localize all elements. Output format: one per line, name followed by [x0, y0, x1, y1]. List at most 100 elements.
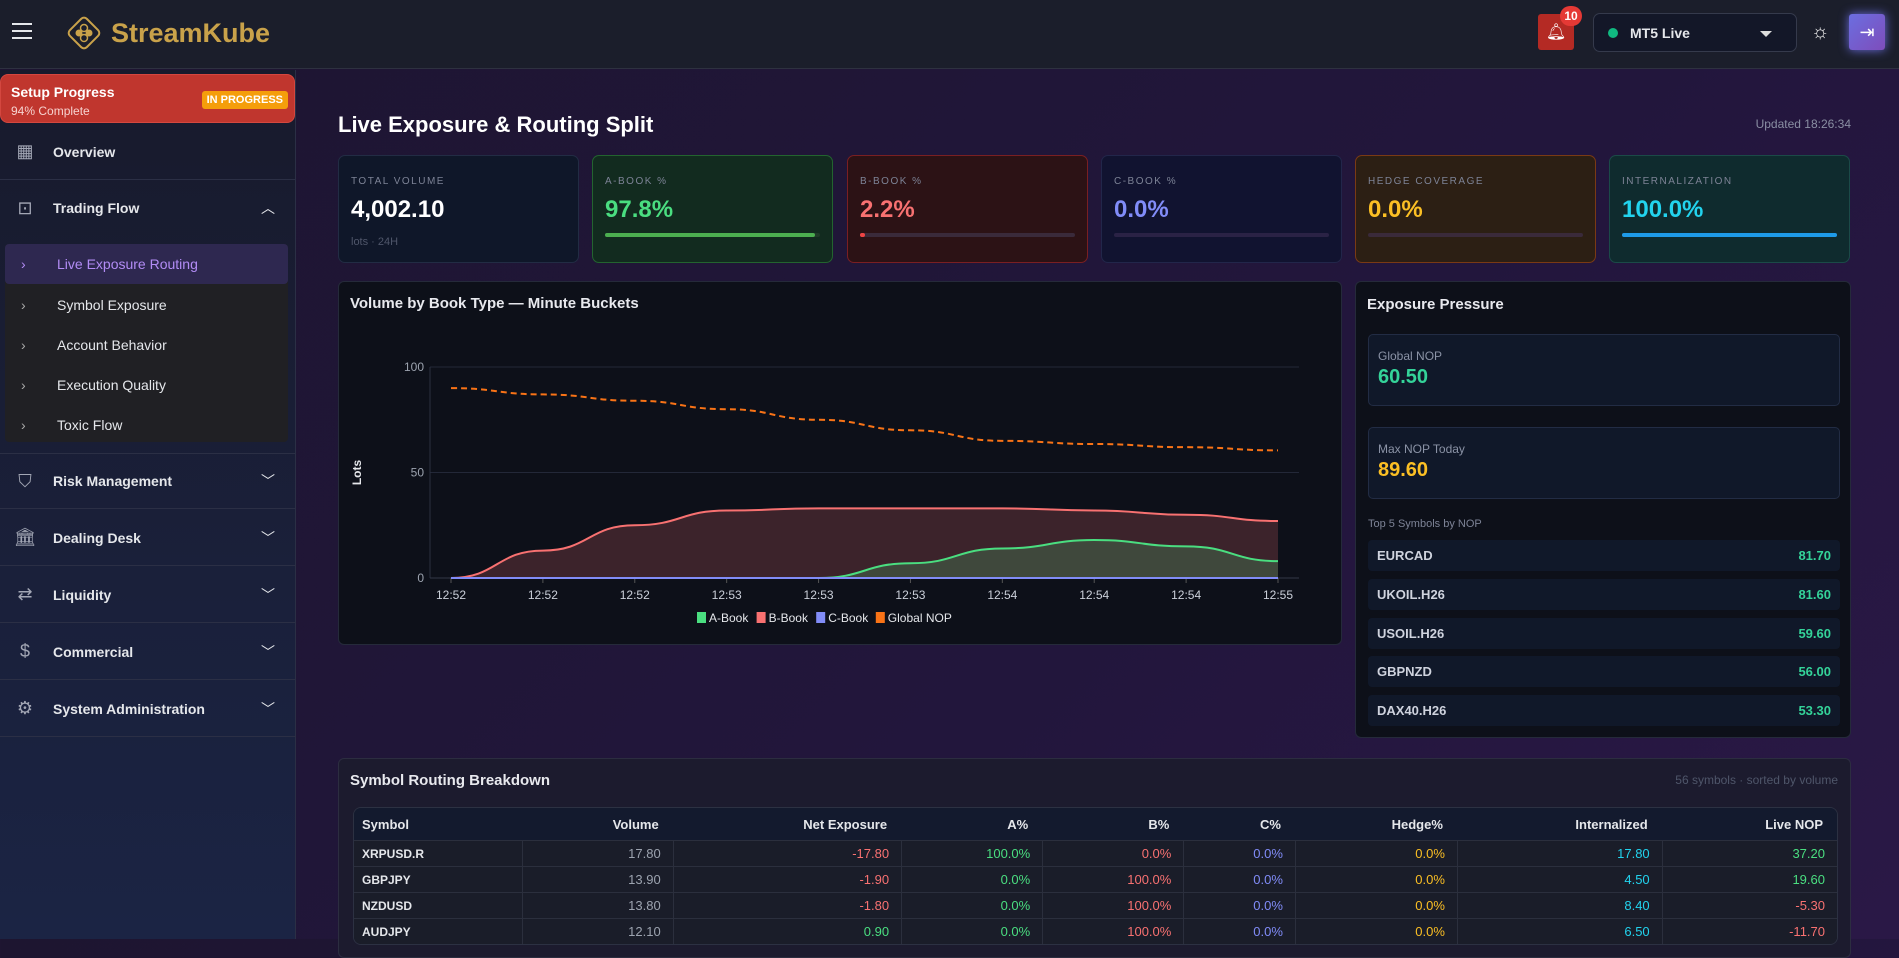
- table-cell: 0.0%: [1183, 840, 1295, 866]
- sidebar-item-overview[interactable]: ▦ Overview: [0, 124, 295, 180]
- kpi-label: HEDGE COVERAGE: [1368, 176, 1485, 187]
- top-symbol-row[interactable]: UKOIL.H26 81.60: [1368, 579, 1840, 610]
- arrows-exchange-icon: ⇄: [17, 584, 33, 604]
- server-select[interactable]: MT5 Live: [1593, 13, 1797, 52]
- top-symbol-row[interactable]: EURCAD 81.70: [1368, 540, 1840, 571]
- kpi-sub: lots · 24H: [351, 236, 399, 248]
- y-tick-label: 50: [411, 466, 425, 480]
- sidebar-item-system-administration[interactable]: ⚙ System Administration ﹀: [0, 681, 295, 737]
- top-symbol-row[interactable]: GBPNZD 56.00: [1368, 656, 1840, 687]
- global-nop-value: 60.50: [1378, 366, 1429, 388]
- data-point: [1001, 547, 1003, 549]
- table-cell: 100.0%: [901, 840, 1043, 866]
- table-cell: 13.90: [521, 866, 673, 892]
- data-point: [1093, 509, 1095, 511]
- volume-chart: 0 50 100 Lots 12:52 12:52 12:52 12:53 12:53 12:53…: [350, 360, 1299, 625]
- x-tick-label: 12:52: [528, 588, 558, 602]
- chart-title: Volume by Book Type — Minute Buckets: [350, 295, 639, 312]
- shield-icon: ⛉: [18, 470, 32, 491]
- table-cell: 0.90: [672, 918, 902, 944]
- column-header[interactable]: C%: [1183, 808, 1295, 840]
- column-header[interactable]: B%: [1042, 808, 1184, 840]
- legend-item[interactable]: Global NOP: [888, 611, 952, 625]
- legend-item[interactable]: B-Book: [769, 611, 809, 625]
- table-row[interactable]: NZDUSD 13.80 -1.80 0.0% 100.0% 0.0% 0.0% 8.40 -5…: [354, 892, 1837, 918]
- sidebar-item-liquidity[interactable]: ⇄ Liquidity ﹀: [0, 567, 295, 623]
- column-header[interactable]: Hedge%: [1294, 808, 1457, 840]
- sidebar-item-risk-management[interactable]: ⛉ Risk Management ﹀: [0, 453, 295, 509]
- table-cell: 37.20: [1661, 840, 1837, 866]
- data-point: [909, 429, 911, 431]
- data-point: [818, 507, 820, 509]
- table-title: Symbol Routing Breakdown: [350, 772, 551, 789]
- symbol-routing-table: Symbol Volume Net Exposure A% B% C% Hedge% Inte…: [353, 807, 1838, 945]
- sidebar-item-trading-flow[interactable]: ⊡ Trading Flow ︿: [0, 180, 295, 236]
- data-point: [1093, 577, 1095, 579]
- column-header[interactable]: Net Exposure: [672, 808, 902, 840]
- table-cell: 0.0%: [1294, 892, 1457, 918]
- max-nop-label: Max NOP Today: [1378, 442, 1465, 456]
- top-symbol-row[interactable]: USOIL.H26 59.60: [1368, 618, 1840, 649]
- dashboard-icon: ▦: [16, 141, 34, 161]
- chevron-right-icon: ›: [21, 377, 26, 393]
- kpi-label: INTERNALIZATION: [1622, 176, 1733, 187]
- legend-item[interactable]: A-Book: [709, 611, 749, 625]
- column-header[interactable]: Live NOP: [1661, 808, 1837, 840]
- menu-icon[interactable]: [12, 23, 32, 39]
- data-point: [1093, 443, 1095, 445]
- sidebar-item-label: Risk Management: [53, 473, 173, 489]
- legend-swatch: [756, 612, 766, 623]
- symbol-nop: 56.00: [1798, 664, 1831, 679]
- x-tick-label: 12:53: [804, 588, 834, 602]
- top-symbol-row[interactable]: DAX40.H26 53.30: [1368, 695, 1840, 726]
- top-header: StreamKube 🔔︎ 10 MT5 Live ☼ ⇥: [0, 0, 1899, 69]
- chevron-down-icon: ﹀: [261, 643, 275, 660]
- column-header[interactable]: A%: [901, 808, 1043, 840]
- table-row[interactable]: GBPJPY 13.90 -1.90 0.0% 100.0% 0.0% 0.0% 4.50 19…: [354, 866, 1837, 892]
- column-header[interactable]: Internalized: [1456, 808, 1662, 840]
- kpi-value: 97.8%: [605, 196, 674, 223]
- sidebar-subitem-toxic-flow[interactable]: › Toxic Flow: [5, 405, 288, 445]
- column-header[interactable]: Symbol: [354, 808, 522, 840]
- sidebar-item-label: Toxic Flow: [57, 417, 123, 433]
- sidebar-item-label: Dealing Desk: [53, 529, 141, 546]
- kpi-progress-fill: [1622, 233, 1837, 237]
- column-header[interactable]: Volume: [521, 808, 673, 840]
- table-row[interactable]: AUDJPY 12.10 0.90 0.0% 100.0% 0.0% 0.0% 6.50 -11…: [354, 918, 1837, 944]
- y-tick-label: 0: [417, 571, 424, 585]
- data-point: [542, 393, 544, 395]
- symbol-name: EURCAD: [1377, 548, 1433, 563]
- setup-title: Setup Progress: [11, 84, 115, 100]
- data-point: [1277, 520, 1279, 522]
- table-cell: -5.30: [1661, 892, 1837, 918]
- x-tick-label: 12:54: [987, 588, 1017, 602]
- sidebar-subitem-symbol-exposure[interactable]: › Symbol Exposure: [5, 285, 288, 325]
- table-cell: -1.80: [672, 892, 902, 918]
- logout-button[interactable]: ⇥: [1849, 14, 1885, 50]
- sidebar-item-commercial[interactable]: $ Commercial ﹀: [0, 624, 295, 680]
- kpi-label: C-BOOK %: [1114, 176, 1178, 187]
- setup-progress-card[interactable]: Setup Progress 94% Complete IN PROGRESS: [0, 74, 295, 123]
- table-cell: -17.80: [672, 840, 902, 866]
- data-point: [634, 400, 636, 402]
- theme-toggle-sun-icon[interactable]: ☼: [1811, 21, 1830, 43]
- sidebar: Setup Progress 94% Complete IN PROGRESS …: [0, 70, 296, 939]
- sidebar-item-dealing-desk[interactable]: 🏛︎ Dealing Desk ﹀: [0, 510, 295, 566]
- data-point: [818, 419, 820, 421]
- sidebar-subitem-live-exposure-routing[interactable]: › Live Exposure Routing: [5, 244, 288, 284]
- table-cell: 0.0%: [901, 892, 1043, 918]
- sidebar-subitem-account-behavior[interactable]: › Account Behavior: [5, 325, 288, 365]
- table-row[interactable]: XRPUSD.R 17.80 -17.80 100.0% 0.0% 0.0% 0.0% 17.…: [354, 840, 1837, 866]
- legend-item[interactable]: C-Book: [828, 611, 869, 625]
- table-cell: 100.0%: [1042, 866, 1184, 892]
- data-point: [726, 408, 728, 410]
- table-cell: 0.0%: [1294, 840, 1457, 866]
- kpi-progress-fill: [860, 233, 865, 237]
- kpi-hedge-coverage: HEDGE COVERAGE 0.0%: [1355, 155, 1596, 263]
- table-cell: 17.80: [1456, 840, 1662, 866]
- sidebar-subitem-execution-quality[interactable]: › Execution Quality: [5, 365, 288, 405]
- table-cell: 0.0%: [1042, 840, 1184, 866]
- chevron-down-icon: ﹀: [261, 473, 275, 489]
- table-cell: 17.80: [521, 840, 673, 866]
- table-cell: 0.0%: [1183, 918, 1295, 944]
